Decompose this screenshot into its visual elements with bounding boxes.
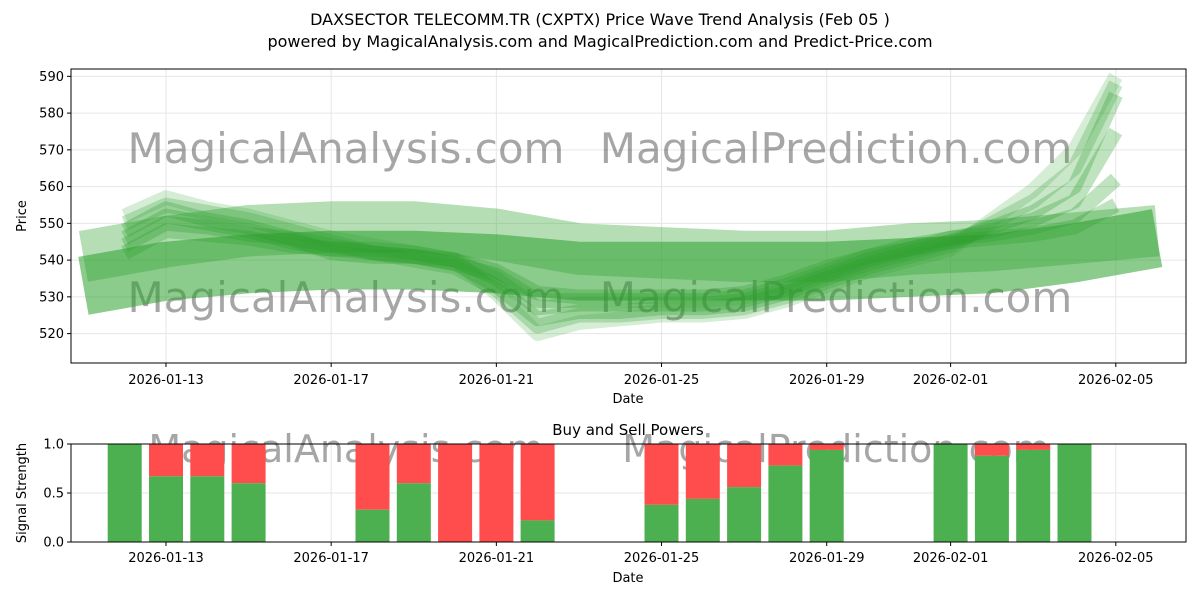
price-x-tick-label: 2026-01-21 xyxy=(459,373,535,388)
signal-x-tick-label: 2026-02-01 xyxy=(913,551,989,566)
buy-power-bar xyxy=(396,483,431,542)
buy-power-bar xyxy=(933,444,968,542)
chart-title-line1: DAXSECTOR TELECOMM.TR (CXPTX) Price Wave… xyxy=(310,10,890,29)
signal-x-tick-label: 2026-01-29 xyxy=(789,551,865,566)
sell-power-bar xyxy=(974,444,1009,456)
sell-power-bar xyxy=(231,444,266,484)
price-y-tick-label: 590 xyxy=(39,70,64,85)
price-wave-bands xyxy=(78,72,1163,341)
watermark-top-right: MagicalPrediction.com xyxy=(600,124,1073,173)
signal-x-tick-label: 2026-02-05 xyxy=(1078,551,1154,566)
buy-power-bar xyxy=(809,449,844,542)
signal-x-tick-label: 2026-01-17 xyxy=(293,551,369,566)
sell-power-bar xyxy=(685,444,720,499)
price-x-tick-label: 2026-02-05 xyxy=(1078,373,1154,388)
buy-power-bar xyxy=(107,444,142,542)
buy-power-bar xyxy=(149,476,183,542)
signal-y-tick-label: 0.0 xyxy=(43,536,64,551)
price-x-axis-label: Date xyxy=(612,392,643,407)
signal-panel-title: Buy and Sell Powers xyxy=(552,421,704,439)
signal-y-ticks: 0.0 0.5 1.0 xyxy=(43,438,71,551)
price-x-tick-label: 2026-02-01 xyxy=(913,373,989,388)
sell-power-bar xyxy=(438,444,473,542)
price-panel: MagicalAnalysis.com MagicalPrediction.co… xyxy=(15,68,1187,407)
price-y-tick-label: 570 xyxy=(39,143,64,158)
buy-power-bar xyxy=(190,476,225,542)
price-panel-frame xyxy=(70,68,1187,364)
buy-power-bar xyxy=(355,509,390,542)
price-wave-band-1 xyxy=(78,201,1160,283)
signal-y-tick-label: 1.0 xyxy=(43,438,64,453)
price-y-tick-label: 540 xyxy=(39,254,64,269)
sell-power-bar xyxy=(768,444,803,466)
sell-power-bar xyxy=(396,444,431,484)
price-wave-band-2 xyxy=(121,91,1123,327)
price-x-tick-label: 2026-01-25 xyxy=(624,373,700,388)
sell-power-bar xyxy=(479,444,514,542)
price-y-tick-label: 530 xyxy=(39,290,64,305)
price-x-tick-label: 2026-01-29 xyxy=(789,373,865,388)
sell-power-bar xyxy=(644,444,679,505)
buy-power-bar xyxy=(644,504,679,542)
price-wave-band-0 xyxy=(78,209,1163,315)
price-y-tick-label: 560 xyxy=(39,180,64,195)
chart-title-line2: powered by MagicalAnalysis.com and Magic… xyxy=(267,32,932,51)
signal-y-axis-label: Signal Strength xyxy=(15,443,30,543)
sell-power-bar xyxy=(1016,444,1051,450)
buy-power-bar xyxy=(1016,449,1051,542)
price-wave-band-3 xyxy=(121,127,1123,316)
buy-power-bar xyxy=(685,498,720,542)
signal-y-tick-label: 0.5 xyxy=(43,487,64,502)
buy-power-bar xyxy=(231,483,266,542)
price-y-tick-label: 520 xyxy=(39,327,64,342)
price-x-tick-label: 2026-01-17 xyxy=(293,373,369,388)
price-x-tick-label: 2026-01-13 xyxy=(128,373,204,388)
sell-power-bar xyxy=(727,444,762,488)
signal-x-tick-label: 2026-01-21 xyxy=(459,551,535,566)
price-x-ticks: 2026-01-13 2026-01-17 2026-01-21 2026-01-25… xyxy=(128,363,1154,388)
buy-power-bar xyxy=(727,487,762,542)
price-y-tick-label: 580 xyxy=(39,107,64,122)
buy-power-bar xyxy=(974,455,1009,542)
signal-bars xyxy=(107,444,1092,542)
sell-power-bar xyxy=(190,444,225,477)
sell-power-bar xyxy=(149,444,183,477)
signal-x-axis-label: Date xyxy=(612,571,643,586)
price-y-axis-label: Price xyxy=(15,200,30,232)
signal-x-tick-label: 2026-01-25 xyxy=(624,551,700,566)
sell-power-bar xyxy=(520,444,555,521)
buy-power-bar xyxy=(1057,444,1092,542)
price-y-tick-label: 550 xyxy=(39,217,64,232)
signal-panel: Buy and Sell Powers MagicalAnalysis.com … xyxy=(15,421,1187,586)
buy-power-bar xyxy=(520,520,555,542)
signal-x-ticks: 2026-01-13 2026-01-17 2026-01-21 2026-01-25… xyxy=(128,542,1154,566)
watermark-top-left: MagicalAnalysis.com xyxy=(128,124,565,173)
price-wave-band-4 xyxy=(121,80,1123,334)
buy-power-bar xyxy=(768,465,803,542)
sell-power-bar xyxy=(809,444,844,450)
price-wave-band-5 xyxy=(121,173,1121,308)
price-y-ticks: 520 530 540 550 560 570 580 590 xyxy=(39,70,71,342)
price-wave-band-7 xyxy=(121,198,1120,305)
signal-x-tick-label: 2026-01-13 xyxy=(128,551,204,566)
sell-power-bar xyxy=(355,444,390,510)
price-wave-band-6 xyxy=(121,72,1123,341)
